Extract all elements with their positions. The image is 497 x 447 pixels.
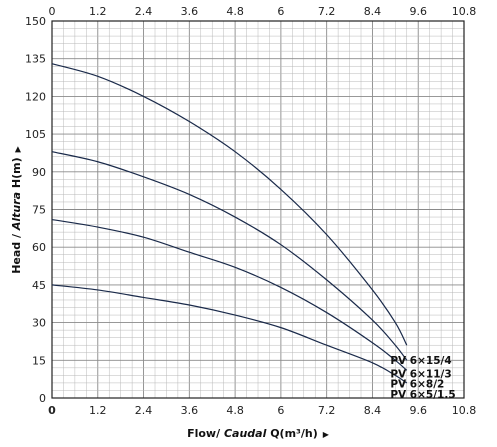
y-tick-label: 30 xyxy=(32,317,46,330)
curve-line xyxy=(51,284,408,384)
x-tick-label: 4.8 xyxy=(226,404,244,417)
y-axis-arrow-icon: ▶ xyxy=(13,145,22,152)
y-tick-label: 75 xyxy=(32,204,46,217)
x-tick-label: 1.2 xyxy=(89,404,107,417)
x-tick-label-top: 3.6 xyxy=(181,5,199,18)
x-tick-label: 2.4 xyxy=(135,404,153,417)
grid xyxy=(52,21,464,398)
x-tick-label: 10.8 xyxy=(452,404,477,417)
x-tick-label-top: 9.6 xyxy=(409,5,427,18)
y-tick-labels: 0 15 30 45 60 75 90 105 120 135 150 xyxy=(25,15,46,405)
y-tick-label: 60 xyxy=(32,241,46,254)
curve-line xyxy=(51,218,408,371)
x-tick-label-top: 10.8 xyxy=(452,5,477,18)
curve-label: PV 6×8/2 xyxy=(390,378,444,390)
plot-frame xyxy=(51,20,465,399)
y-tick-label: 45 xyxy=(32,279,46,292)
x-tick-label: 6 xyxy=(277,404,284,417)
curve-labels: PV 6×15/4PV 6×11/3PV 6×8/2PV 6×5/1.5 xyxy=(390,355,455,401)
x-tick-label-top: 2.4 xyxy=(135,5,153,18)
curve-label: PV 6×5/1.5 xyxy=(390,389,455,401)
y-tick-label: 150 xyxy=(25,15,46,28)
x-tick-label-top: 4.8 xyxy=(226,5,244,18)
x-tick-labels-top: 0 1.2 2.4 3.6 4.8 6 7.2 8.4 9.6 10.8 xyxy=(49,5,477,18)
x-axis-title: Flow/ Caudal Q(m³/h) ▶ xyxy=(187,427,330,440)
x-tick-label: 7.2 xyxy=(318,404,336,417)
y-tick-label: 105 xyxy=(25,128,46,141)
x-tick-label-top: 6 xyxy=(277,5,284,18)
curve-label: PV 6×11/3 xyxy=(390,368,451,380)
y-tick-label: 135 xyxy=(25,53,46,66)
x-tick-label: 0 xyxy=(48,404,56,417)
x-tick-label-top: 7.2 xyxy=(318,5,336,18)
y-tick-label: 90 xyxy=(32,166,46,179)
x-tick-label-top: 0 xyxy=(49,5,56,18)
x-tick-label: 3.6 xyxy=(181,404,199,417)
x-tick-label: 8.4 xyxy=(364,404,382,417)
curve-line xyxy=(51,151,408,361)
y-tick-label: 15 xyxy=(32,354,46,367)
x-tick-label-top: 1.2 xyxy=(89,5,107,18)
y-tick-label: 0 xyxy=(39,392,46,405)
y-tick-label: 120 xyxy=(25,90,46,103)
x-tick-label: 9.6 xyxy=(409,404,427,417)
pump-curves xyxy=(51,63,408,384)
x-tick-labels-bottom: 0 1.2 2.4 3.6 4.8 6 7.2 8.4 9.6 10.8 xyxy=(48,404,476,417)
curve-line xyxy=(51,63,408,346)
curve-label: PV 6×15/4 xyxy=(390,355,451,367)
y-axis-title: Head / Altura H(m)▶ xyxy=(10,145,23,273)
x-axis-arrow-icon: ▶ xyxy=(323,430,330,439)
x-tick-label-top: 8.4 xyxy=(364,5,382,18)
